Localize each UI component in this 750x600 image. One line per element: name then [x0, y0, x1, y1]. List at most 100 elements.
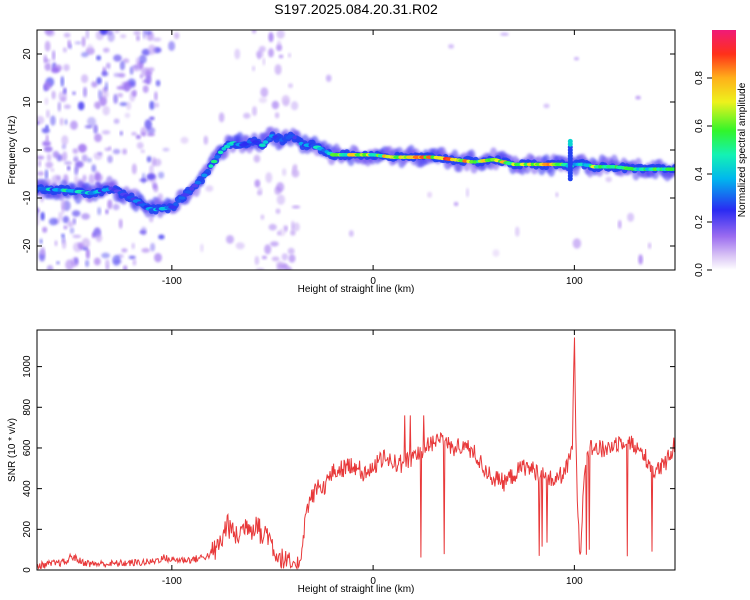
- spectrogram-noise-blob: [81, 154, 88, 162]
- spectrogram-noise-blob: [427, 191, 433, 198]
- spectrogram-noise-blob: [148, 67, 155, 72]
- spectrogram-noise-blob: [63, 64, 70, 72]
- spectrogram-noise-blob: [555, 192, 559, 198]
- spectrogram-noise-blob: [158, 171, 165, 179]
- spectrogram-noise-blob: [37, 171, 45, 176]
- spectrogram-noise-blob: [82, 174, 87, 182]
- spectrogram-noise-blob: [113, 93, 118, 104]
- spectrogram-noise-blob: [91, 81, 98, 88]
- spectrogram-ridge-peak: [259, 143, 266, 147]
- spectrogram-x-tick-label: 0: [370, 276, 376, 287]
- colorbar-tick-label: 0.6: [694, 119, 705, 133]
- spectrogram-ridge-peak: [189, 187, 195, 191]
- colorbar-tick-label: 0.8: [694, 71, 705, 85]
- spectrogram-noise-blob: [85, 248, 90, 260]
- spectrogram-noise-blob: [42, 140, 51, 147]
- spectrogram-noise-blob: [105, 259, 110, 269]
- spectrogram-noise-blob: [149, 116, 155, 121]
- spectrogram-noise-blob: [139, 230, 147, 235]
- spectrogram-noise-blob: [60, 233, 65, 238]
- spectrogram-noise-blob: [543, 103, 550, 109]
- spectrogram-ridge-peak: [178, 196, 186, 200]
- spectrogram-ridge-peak: [221, 147, 227, 151]
- spectrogram-ridge-peak: [266, 137, 272, 141]
- spectrogram-noise-blob: [74, 165, 79, 176]
- spectrogram-noise-blob: [72, 91, 76, 95]
- spectrogram-noise-blob: [146, 156, 152, 163]
- spectrogram-noise-blob: [268, 223, 277, 231]
- spectrogram-noise-blob: [46, 265, 54, 270]
- spectrogram-noise-blob: [96, 55, 102, 61]
- spectrogram-noise-blob: [133, 30, 141, 36]
- spectrogram-noise-blob: [63, 32, 71, 38]
- spectrogram-noise-blob: [96, 77, 102, 85]
- spectrogram-noise-blob: [135, 134, 141, 140]
- spectrogram-noise-blob: [64, 161, 72, 165]
- spectrogram-noise-blob: [348, 230, 354, 237]
- spectrogram-noise-blob: [61, 135, 69, 146]
- spectrogram-noise-blob: [104, 147, 111, 151]
- spectrogram-noise-blob: [234, 48, 241, 60]
- spectrogram-noise-blob: [135, 57, 140, 66]
- spectrogram-noise-blob: [113, 54, 122, 62]
- spectrogram-noise-blob: [277, 40, 282, 47]
- spectrogram-noise-blob: [64, 119, 68, 125]
- spectrogram-noise-blob: [274, 112, 280, 119]
- spectrogram-noise-blob: [253, 154, 261, 163]
- spectrogram-noise-blob: [44, 169, 49, 180]
- spectrogram-noise-blob: [72, 234, 82, 239]
- spectrogram-noise-blob: [140, 149, 145, 153]
- spectrogram-noise-blob: [262, 57, 266, 66]
- colorbar: 0.0 0.2 0.4 0.6 0.8 Normalized spectral ampl…: [694, 30, 748, 277]
- spectrogram-noise-blob: [52, 50, 56, 61]
- spectrogram-noise-blob: [52, 150, 60, 159]
- spectrogram-noise-blob: [500, 32, 509, 36]
- spectrogram-noise-blob: [271, 100, 280, 110]
- spectrogram-noise-blob: [81, 237, 91, 249]
- spectrogram-noise-blob: [152, 37, 162, 42]
- spectrogram-noise-blob: [146, 127, 156, 134]
- spectrogram-noise-blob: [492, 249, 500, 257]
- spectrogram-noise-blob: [154, 91, 158, 101]
- snr-y-tick-label: 0: [22, 567, 33, 573]
- spectrogram-noise-blob: [251, 30, 257, 34]
- spectrogram-noise-blob: [226, 235, 234, 244]
- spectrogram-noise-blob: [72, 217, 77, 225]
- spectrogram-noise-blob: [122, 148, 127, 155]
- spectrogram-noise-blob: [139, 74, 144, 79]
- spectrogram-noise-blob: [106, 62, 111, 69]
- spectrogram-noise-blob: [287, 53, 292, 58]
- spectrogram-noise-blob: [73, 155, 79, 162]
- spectrogram-y-tick-label: -10: [22, 190, 33, 205]
- spectrogram-marks: [37, 30, 675, 270]
- spectrogram-noise-blob: [97, 207, 102, 216]
- colorbar-label: Normalized spectral amplitude: [737, 82, 748, 217]
- spectrogram-noise-blob: [141, 132, 146, 136]
- spectrogram-noise-blob: [67, 220, 74, 228]
- snr-x-axis-label: Height of straight line (km): [298, 584, 415, 595]
- spectrogram-noise-blob: [281, 95, 290, 106]
- snr-marks: [37, 337, 675, 570]
- spectrogram-noise-blob: [141, 248, 150, 253]
- spectrogram-ridge-peak: [472, 160, 478, 164]
- spectrogram-noise-blob: [40, 211, 45, 221]
- spectrogram-noise-blob: [106, 30, 113, 36]
- spectrogram-noise-blob: [647, 242, 652, 249]
- spectrogram-noise-blob: [638, 254, 643, 265]
- spectrogram-noise-blob: [85, 259, 90, 268]
- spectrogram-noise-blob: [112, 148, 121, 155]
- spectrogram-noise-blob: [63, 225, 68, 230]
- spectrogram-noise-blob: [46, 153, 52, 162]
- spectrogram-noise-blob: [44, 40, 51, 52]
- spectrogram-noise-blob: [288, 83, 293, 89]
- spectrogram-noise-blob: [261, 255, 267, 260]
- spectrogram-noise-blob: [40, 246, 46, 256]
- spectrogram-noise-blob: [63, 87, 67, 95]
- spectrogram-ridge-peak: [180, 193, 190, 197]
- spectrogram-noise-blob: [276, 182, 285, 193]
- spectrogram-noise-blob: [45, 134, 49, 144]
- spectrogram-noise-blob: [119, 131, 123, 136]
- spectrogram-ridge-peak: [262, 140, 269, 144]
- spectrogram-noise-blob: [81, 213, 90, 220]
- spectrogram-noise-blob: [60, 76, 65, 87]
